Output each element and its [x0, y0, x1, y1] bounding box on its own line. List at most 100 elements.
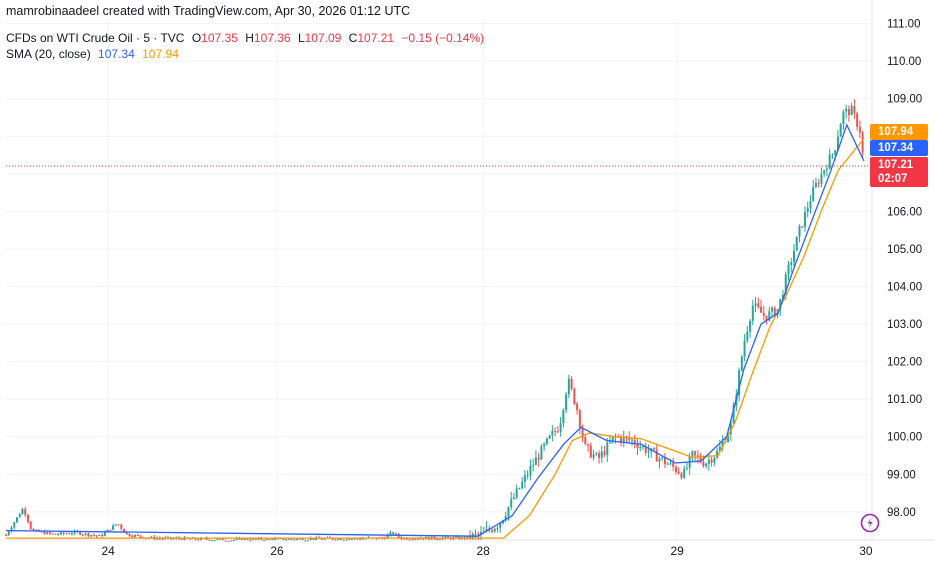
close-label: C [348, 31, 358, 45]
candle-body [73, 531, 76, 534]
candle-body [543, 443, 546, 447]
candle-body [26, 514, 29, 522]
candle-body [18, 514, 21, 518]
candle-body [803, 211, 806, 227]
candle-body [92, 535, 95, 537]
candle-body [702, 461, 705, 467]
y-tick-label: 98.00 [887, 507, 916, 519]
candle-body [801, 226, 804, 228]
candle-body [691, 451, 694, 457]
low-label: L [297, 31, 305, 45]
candle-body [578, 410, 581, 428]
candle-body [213, 540, 216, 542]
candle-body [339, 538, 342, 540]
y-tick-label: 106.00 [887, 206, 922, 218]
candle-body [760, 307, 763, 313]
candle-body [611, 437, 614, 442]
candle-body [743, 340, 746, 357]
candle-body [232, 539, 235, 541]
candle-body [282, 538, 285, 540]
candle-body [161, 538, 164, 540]
sma-legend[interactable]: SMA (20, close) 107.34 107.94 [6, 47, 179, 61]
candle-body [609, 441, 612, 443]
candle-body [749, 320, 752, 332]
candle-body [771, 307, 774, 312]
candle-body [48, 532, 51, 534]
candle-body [188, 538, 191, 540]
candle-body [455, 536, 458, 538]
y-tick-label: 102.00 [887, 357, 922, 369]
candle-body [389, 532, 392, 535]
candle-body [847, 108, 850, 116]
candle-body [853, 106, 856, 114]
candle-body [54, 533, 57, 535]
candle-body [57, 534, 60, 536]
sma-value-orange: 107.94 [142, 47, 179, 61]
candle-body [630, 439, 633, 441]
candle-body [230, 540, 233, 542]
sma-label[interactable]: SMA (20, close) [6, 47, 91, 61]
candle-body [663, 457, 666, 465]
candle-body [128, 534, 131, 537]
candle-body [114, 524, 117, 526]
candle-body [150, 536, 153, 538]
symbol-name[interactable]: CFDs on WTI Crude Oil · 5 · TVC [6, 31, 185, 45]
candle-body [839, 124, 842, 137]
candle-body [644, 446, 647, 453]
candle-body [106, 529, 109, 533]
candle-body [518, 488, 521, 490]
candle-body [529, 466, 532, 476]
candle-body [850, 106, 853, 116]
candle-body [117, 524, 120, 526]
last-price-value: 107.21 [878, 159, 914, 171]
candle-body [216, 538, 219, 540]
candle-body [787, 264, 790, 275]
candle-body [532, 465, 535, 467]
candle-body [156, 538, 159, 540]
x-tick-label: 26 [270, 544, 284, 558]
candle-body [512, 497, 515, 499]
candle-body [243, 539, 246, 541]
candle-body [672, 462, 675, 467]
candle-body [394, 533, 397, 535]
y-tick-label: 100.00 [887, 432, 922, 444]
candle-body [587, 444, 590, 446]
candle-body [416, 538, 419, 540]
candle-body [718, 446, 721, 452]
candle-body [856, 113, 859, 127]
candle-body [219, 538, 222, 540]
candle-body [95, 535, 98, 537]
candle-body [265, 538, 268, 540]
candle-body [570, 378, 573, 389]
candle-body [131, 536, 134, 538]
candle-body [504, 516, 507, 521]
candle-body [40, 531, 43, 533]
candle-body [674, 466, 677, 472]
candle-body [507, 507, 510, 517]
candle-body [562, 409, 565, 424]
candle-body [392, 532, 395, 534]
candle-body [361, 538, 364, 540]
candle-body [479, 531, 482, 535]
candle-body [694, 451, 697, 456]
candle-body [205, 538, 208, 540]
candle-body [290, 538, 293, 540]
candle-body [639, 446, 642, 449]
candle-body [523, 475, 526, 482]
candle-body [699, 456, 702, 462]
candle-body [814, 183, 817, 187]
candle-body [359, 538, 362, 540]
candle-body [534, 457, 537, 466]
candle-body [221, 538, 224, 540]
candle-body [757, 303, 760, 308]
candle-body [134, 534, 137, 537]
candle-body [422, 538, 425, 540]
candle-body [7, 531, 10, 535]
candle-body [103, 532, 106, 536]
tradingview-logo-icon[interactable] [860, 513, 880, 533]
candle-body [592, 454, 595, 458]
candle-body [496, 527, 499, 529]
candle-body [436, 538, 439, 540]
symbol-legend[interactable]: CFDs on WTI Crude Oil · 5 · TVC O107.35 … [6, 31, 484, 45]
